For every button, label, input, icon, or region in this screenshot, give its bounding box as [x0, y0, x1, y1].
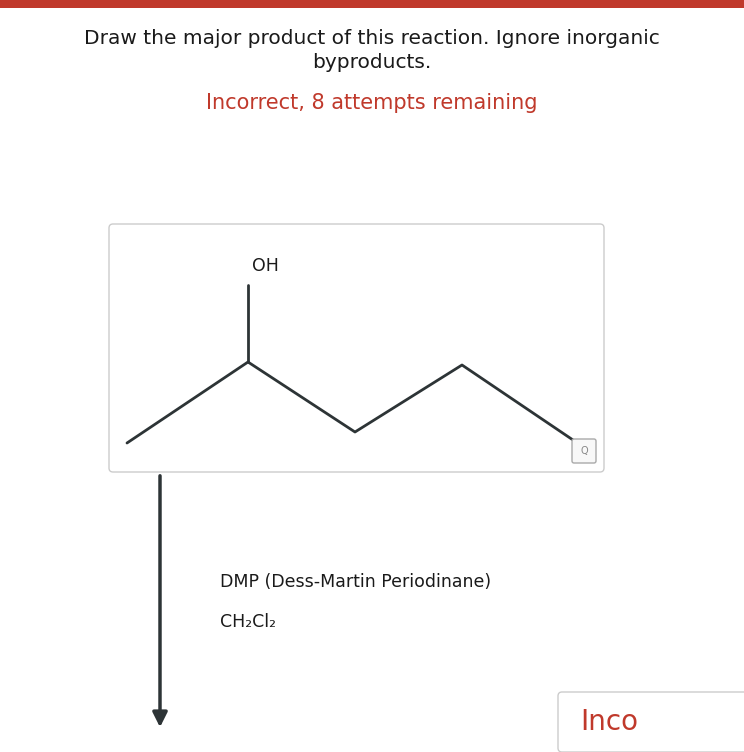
FancyBboxPatch shape — [572, 439, 596, 463]
Text: DMP (Dess-Martin Periodinane): DMP (Dess-Martin Periodinane) — [220, 573, 491, 591]
Bar — [0, 0, 744, 8]
Text: byproducts.: byproducts. — [312, 53, 432, 71]
Text: Draw the major product of this reaction. Ignore inorganic: Draw the major product of this reaction.… — [84, 29, 660, 47]
FancyBboxPatch shape — [558, 692, 744, 752]
Text: Incorrect, 8 attempts remaining: Incorrect, 8 attempts remaining — [206, 93, 538, 113]
Text: Q: Q — [580, 446, 588, 456]
Text: OH: OH — [252, 257, 279, 275]
Text: CH₂Cl₂: CH₂Cl₂ — [220, 613, 276, 631]
FancyBboxPatch shape — [109, 224, 604, 472]
Text: Inco: Inco — [580, 708, 638, 736]
